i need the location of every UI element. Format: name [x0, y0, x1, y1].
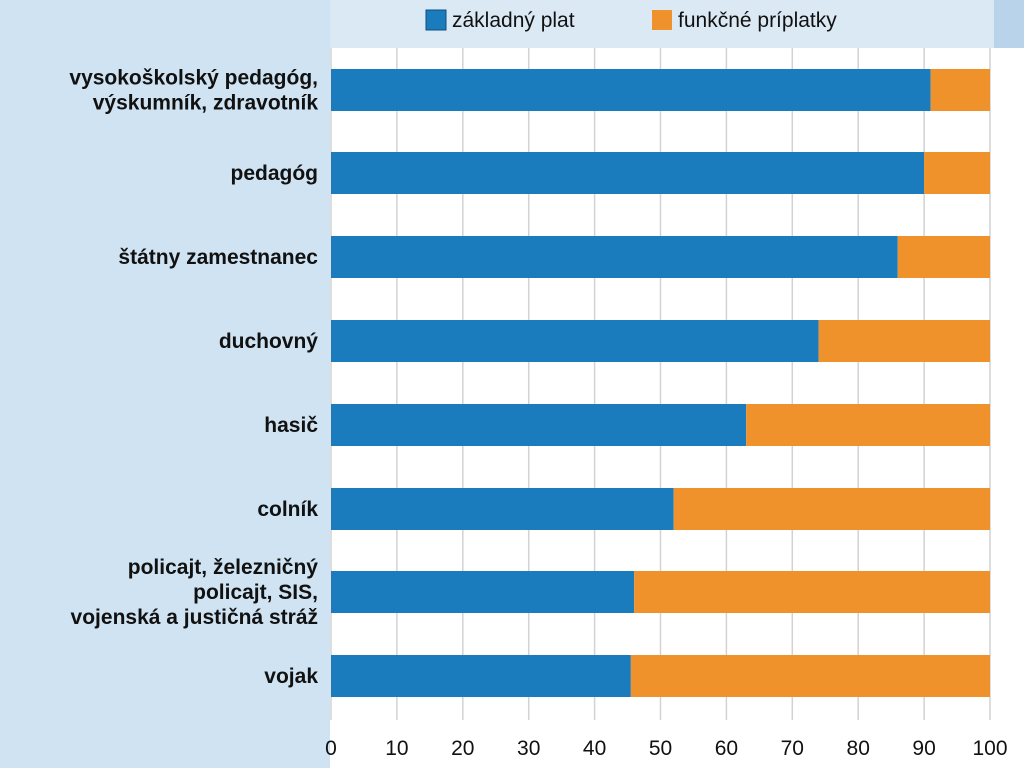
bar-segment-base-salary-1 [331, 69, 931, 111]
bar-segment-base-salary-3 [331, 236, 898, 278]
x-tick-label: 0 [325, 737, 337, 760]
bar-segment-base-salary-2 [331, 152, 925, 194]
x-tick-label: 70 [781, 737, 804, 760]
category-label: colník [257, 498, 318, 521]
bars [331, 69, 990, 697]
bar-segment-allowance-7 [634, 571, 990, 613]
left-label-panel [0, 0, 330, 768]
x-axis-ticks: 0 10 20 30 40 50 60 70 80 90 100 [325, 737, 1007, 760]
bar-segment-allowance-4 [818, 320, 990, 362]
x-tick-label: 30 [517, 737, 540, 760]
category-label-line: vojak [264, 665, 318, 688]
bar-segment-allowance-8 [630, 655, 990, 697]
category-label-line: vysokoškolský pedagóg, [69, 67, 318, 90]
x-tick-label: 60 [715, 737, 738, 760]
category-label-line: colník [257, 498, 318, 521]
category-label-line: policajt, SIS, [193, 581, 318, 604]
bar-segment-allowance-1 [930, 69, 990, 111]
legend-swatch [425, 9, 447, 31]
category-label-line: duchovný [219, 330, 318, 353]
category-label: policajt, železničný policajt, SIS, vojens… [71, 556, 319, 629]
category-label-line: policajt, železničný [128, 556, 319, 579]
category-label: vysokoškolský pedagóg, výskumník, zdravot… [69, 67, 318, 115]
x-tick-label: 10 [385, 737, 408, 760]
category-label: vojak [264, 665, 318, 688]
legend-label: základný plat [452, 9, 575, 32]
category-label-line: vojenská a justičná stráž [71, 606, 318, 629]
x-tick-label: 50 [649, 737, 672, 760]
category-label: duchovný [219, 330, 318, 353]
x-tick-label: 90 [912, 737, 935, 760]
bar-segment-allowance-5 [746, 404, 990, 446]
bar-segment-base-salary-5 [331, 404, 747, 446]
x-tick-label: 80 [847, 737, 870, 760]
category-label: štátny zamestnanec [118, 246, 318, 269]
bar-segment-allowance-6 [673, 488, 990, 530]
bar-segment-base-salary-7 [331, 571, 635, 613]
category-label: pedagóg [231, 162, 319, 185]
legend: základný plat funkčné príplatky [425, 9, 837, 32]
bar-segment-allowance-3 [897, 236, 990, 278]
category-label-line: výskumník, zdravotník [93, 92, 319, 115]
bar-segment-base-salary-6 [331, 488, 674, 530]
plot-area [330, 0, 1024, 768]
category-label: hasič [264, 414, 318, 437]
x-tick-label: 40 [583, 737, 606, 760]
x-tick-label: 100 [972, 737, 1007, 760]
corner-accent [994, 0, 1024, 48]
bar-segment-base-salary-8 [331, 655, 631, 697]
legend-label: funkčné príplatky [678, 9, 837, 32]
legend-swatch [652, 10, 672, 30]
category-label-line: hasič [264, 414, 318, 437]
category-label-line: pedagóg [231, 162, 319, 185]
category-label-line: štátny zamestnanec [118, 246, 318, 269]
category-labels: vysokoškolský pedagóg, výskumník, zdravot… [69, 67, 318, 689]
bar-segment-allowance-2 [924, 152, 990, 194]
x-tick-label: 20 [451, 737, 474, 760]
bar-segment-base-salary-4 [331, 320, 819, 362]
